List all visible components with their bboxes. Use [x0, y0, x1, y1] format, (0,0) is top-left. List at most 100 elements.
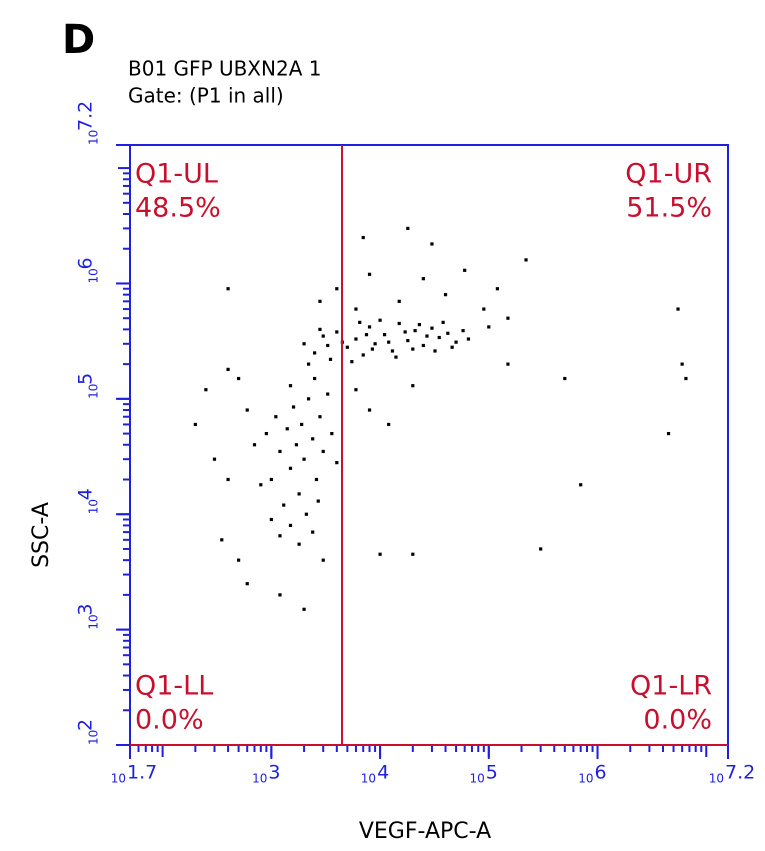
point — [237, 376, 241, 381]
chart-subtitle: Gate: (P1 in all) — [128, 84, 284, 108]
point — [335, 287, 339, 291]
quadrant-name: Q1-LR — [630, 671, 712, 702]
point — [226, 477, 230, 482]
point — [306, 362, 311, 366]
point — [367, 325, 372, 329]
point — [430, 326, 434, 330]
point — [297, 492, 301, 496]
point — [506, 362, 510, 366]
y-tick-label: 10 — [87, 130, 101, 145]
point — [373, 342, 377, 346]
point — [378, 318, 382, 322]
point — [321, 449, 325, 454]
point — [666, 431, 671, 436]
point — [579, 483, 583, 487]
point — [361, 235, 365, 240]
point — [313, 376, 317, 381]
point — [245, 582, 249, 586]
point — [487, 325, 491, 329]
point — [294, 443, 299, 447]
point — [282, 503, 286, 507]
panel-label: D — [62, 17, 95, 63]
point — [335, 461, 339, 465]
point — [463, 268, 467, 272]
point — [387, 340, 391, 344]
point — [367, 272, 372, 276]
point — [421, 277, 425, 281]
point — [406, 338, 410, 343]
point — [226, 367, 230, 371]
point — [326, 392, 330, 396]
point — [354, 388, 358, 392]
quadrant-percent: 0.0% — [135, 705, 204, 736]
point — [321, 334, 325, 338]
quadrant-name: Q1-UR — [625, 159, 712, 190]
x-tick-label: 10 — [361, 772, 376, 786]
y-axis-label: SSC-A — [29, 502, 54, 568]
point — [446, 331, 450, 335]
point — [454, 340, 458, 344]
point — [313, 351, 317, 355]
point — [397, 321, 401, 326]
point — [259, 483, 263, 487]
point — [495, 287, 500, 291]
point — [269, 477, 273, 482]
y-tick-label: 10 — [87, 730, 101, 745]
point — [311, 530, 315, 534]
point — [278, 449, 282, 454]
point — [304, 512, 308, 516]
y-tick-exponent: 5 — [75, 373, 97, 385]
point — [269, 517, 273, 522]
quadrant-percent: 48.5% — [135, 193, 221, 224]
point — [539, 547, 543, 551]
point — [421, 343, 425, 348]
point — [378, 552, 382, 556]
point — [316, 499, 320, 503]
y-tick-exponent: 2 — [75, 719, 97, 731]
point — [411, 384, 415, 388]
point — [676, 307, 680, 311]
point — [288, 523, 293, 528]
point — [321, 558, 325, 562]
y-tick-exponent: 4 — [75, 488, 97, 500]
point — [425, 334, 429, 338]
point — [433, 349, 437, 353]
y-tick-exponent: 3 — [75, 604, 97, 616]
y-tick-exponent: 7.2 — [75, 101, 97, 131]
point — [411, 347, 415, 351]
point — [302, 607, 306, 611]
point — [361, 353, 365, 357]
y-tick-label: 10 — [87, 268, 101, 283]
point — [441, 320, 445, 324]
x-tick-exponent: 6 — [595, 762, 607, 784]
point — [318, 299, 322, 303]
point — [413, 329, 417, 333]
x-tick-label: 10 — [578, 772, 593, 786]
x-tick-exponent: 1.7 — [127, 762, 157, 784]
point — [252, 443, 257, 447]
point — [354, 307, 358, 311]
x-tick-exponent: 5 — [486, 762, 498, 784]
point — [370, 347, 374, 351]
point — [318, 415, 322, 419]
point — [397, 299, 401, 303]
x-tick-label: 10 — [709, 772, 724, 786]
point — [680, 362, 684, 366]
quadrant-name: Q1-UL — [135, 159, 218, 190]
point — [264, 431, 268, 436]
point — [411, 552, 415, 556]
x-tick-label: 10 — [111, 772, 126, 786]
point — [335, 330, 339, 334]
point — [563, 376, 567, 381]
point — [450, 345, 454, 349]
x-tick-exponent: 4 — [377, 762, 389, 784]
y-tick-label: 10 — [87, 384, 101, 399]
point — [226, 287, 230, 291]
point — [311, 437, 315, 441]
point — [506, 316, 510, 320]
point — [302, 457, 306, 461]
point — [394, 355, 398, 359]
point — [443, 293, 448, 297]
quadrant-percent: 51.5% — [626, 193, 712, 224]
point — [437, 335, 441, 340]
